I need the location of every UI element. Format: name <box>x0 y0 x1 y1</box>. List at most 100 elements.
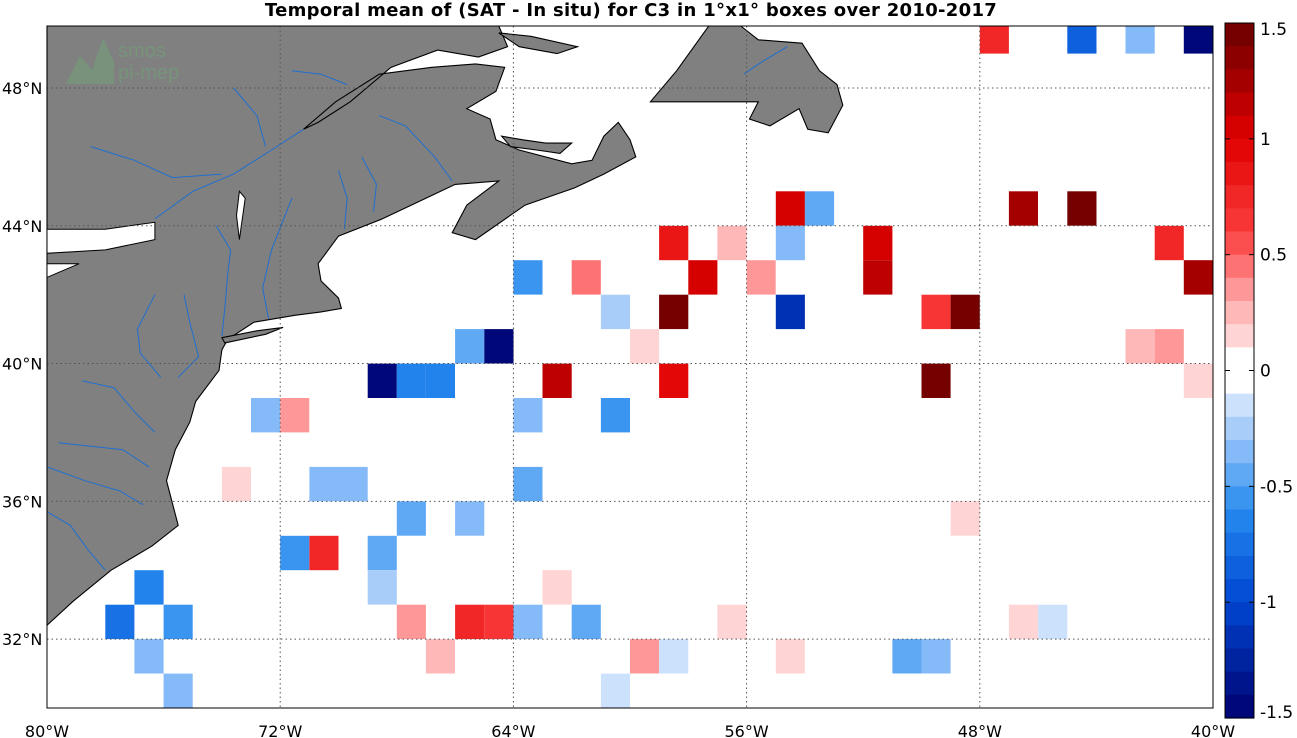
data-cell <box>251 398 281 433</box>
colorbar-swatch <box>1225 138 1254 163</box>
data-cell <box>425 363 455 398</box>
colorbar-swatch <box>1225 694 1254 719</box>
latitude-labels: 32°N 36°N 40°N 44°N 48°N <box>2 79 42 649</box>
colorbar-swatch <box>1225 648 1254 673</box>
colorbar-swatch <box>1225 463 1254 487</box>
data-cell <box>659 294 689 330</box>
data-cell <box>775 294 805 330</box>
data-cell <box>717 604 747 640</box>
roanoke-river <box>46 466 144 506</box>
map-title: Temporal mean of (SAT - In situ) for C3 … <box>264 0 998 21</box>
data-cell <box>484 329 514 364</box>
data-cell <box>221 466 251 502</box>
colorbar-swatch <box>1225 579 1254 603</box>
data-cell <box>1125 26 1155 54</box>
colorbar-swatch <box>1225 254 1254 279</box>
colorbar-swatch <box>1225 162 1254 186</box>
data-cell <box>630 639 660 674</box>
colorbar-swatch <box>1225 440 1254 464</box>
colorbar-tick-label: 1 <box>1260 130 1271 150</box>
cape-fear-river <box>46 511 106 571</box>
data-cell <box>542 570 572 605</box>
watermark-logo: smos pi-mep <box>66 38 179 84</box>
data-cell <box>396 363 426 398</box>
data-cell <box>950 501 980 536</box>
data-cell <box>950 294 980 330</box>
data-cell <box>1067 26 1097 54</box>
data-cell <box>367 535 397 571</box>
data-cell <box>775 191 805 226</box>
longitude-tick-label: 64°W <box>491 722 535 738</box>
data-cell <box>513 398 543 433</box>
data-cell <box>630 329 660 364</box>
data-cell <box>367 363 397 398</box>
latitude-tick-label: 32°N <box>2 630 42 649</box>
data-cell <box>513 604 543 640</box>
penobscot-river <box>361 156 377 213</box>
data-cell <box>105 604 135 640</box>
data-cell <box>542 363 572 398</box>
data-cell <box>1008 604 1038 640</box>
data-cell <box>979 26 1009 54</box>
longitude-tick-label: 72°W <box>258 722 302 738</box>
data-cell <box>600 398 630 433</box>
colorbar-swatch <box>1225 69 1254 94</box>
long-island <box>221 326 284 344</box>
colorbar-swatch <box>1225 347 1254 372</box>
data-cell <box>688 260 718 295</box>
data-cell <box>455 604 485 640</box>
colorbar-swatch <box>1225 416 1254 441</box>
susquehanna-river <box>136 294 162 378</box>
longitude-labels: 80°W 72°W 64°W 56°W 48°W 40°W <box>25 722 1235 738</box>
data-cell <box>396 604 426 640</box>
colorbar-swatch <box>1225 324 1254 348</box>
colorbar-swatch <box>1225 671 1254 696</box>
colorbar-swatch <box>1225 231 1254 256</box>
colorbar-tick-label: 1.5 <box>1260 20 1287 40</box>
data-cell <box>659 363 689 398</box>
longitude-tick-label: 40°W <box>1191 722 1235 738</box>
colorbar-tick-label: 0.5 <box>1260 246 1287 266</box>
colorbar-swatch <box>1225 185 1254 209</box>
data-cell <box>600 673 630 708</box>
data-cell <box>746 260 776 295</box>
data-cell <box>338 466 368 502</box>
colorbar-swatch <box>1225 393 1254 418</box>
data-cell <box>1125 329 1155 364</box>
connecticut-river <box>262 198 293 319</box>
data-cell <box>571 260 601 295</box>
data-cell <box>1038 604 1068 640</box>
data-cell <box>455 329 485 364</box>
data-cell <box>863 260 893 295</box>
colorbar-swatch <box>1225 115 1254 140</box>
data-cell <box>513 466 543 502</box>
colorbar-tick-label: -1 <box>1260 593 1277 613</box>
data-cell <box>280 398 310 433</box>
data-cell <box>1183 363 1213 398</box>
gander-river <box>743 46 788 75</box>
potomac-river <box>81 380 156 433</box>
latitude-tick-label: 44°N <box>2 217 42 236</box>
colorbar-swatch <box>1225 92 1254 117</box>
data-cell <box>455 501 485 536</box>
plot-frame <box>46 25 1214 709</box>
colorbar-swatch <box>1225 602 1254 626</box>
colorbar-swatch <box>1225 277 1254 302</box>
data-cell <box>280 535 310 571</box>
latitude-tick-label: 40°N <box>2 355 42 374</box>
colorbar-tick-label: -1.5 <box>1260 703 1293 723</box>
data-cell <box>309 535 339 571</box>
data-cell <box>571 604 601 640</box>
colorbar: 1.5 1 0.5 0 -0.5 -1 -1.5 <box>1224 20 1293 723</box>
graticule <box>47 26 1213 708</box>
colorbar-swatch <box>1225 486 1254 511</box>
data-cell <box>1183 26 1213 54</box>
data-cell <box>804 191 835 226</box>
data-cell <box>134 570 164 605</box>
saguenay-river <box>291 70 348 86</box>
lake-champlain <box>235 190 246 240</box>
data-cells <box>105 26 1213 708</box>
data-cell <box>892 639 922 674</box>
data-cell <box>1183 260 1213 295</box>
